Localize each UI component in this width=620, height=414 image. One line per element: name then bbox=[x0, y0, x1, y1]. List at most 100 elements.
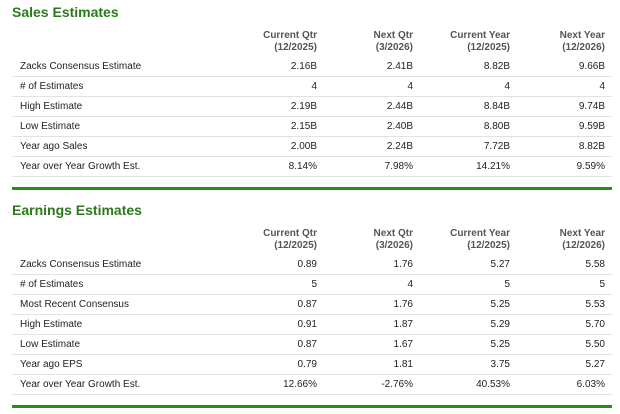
cell-value: 12.66% bbox=[283, 379, 317, 390]
table-row: High Estimate 2.19B 2.44B 8.84B 9.74B bbox=[12, 97, 612, 117]
column-header: Next Qtr (3/2026) bbox=[293, 228, 413, 252]
cell-value: 2.00B bbox=[290, 141, 317, 152]
cell-value: 1.76 bbox=[393, 299, 413, 310]
table-row: Year ago EPS 0.79 1.81 3.75 5.27 bbox=[12, 355, 612, 375]
table-row: Zacks Consensus Estimate 0.89 1.76 5.27 5.58 bbox=[12, 255, 612, 275]
cell-value: 2.40B bbox=[386, 121, 413, 132]
cell-value: 5.50 bbox=[585, 339, 605, 350]
cell-value: 1.67 bbox=[393, 339, 413, 350]
cell-value: 5 bbox=[311, 279, 317, 290]
row-label: Low Estimate bbox=[20, 121, 81, 132]
section-rule bbox=[12, 187, 612, 190]
cell-value: 0.87 bbox=[297, 339, 317, 350]
cell-value: 5.27 bbox=[490, 259, 510, 270]
section-title: Earnings Estimates bbox=[12, 202, 142, 218]
cell-value: 2.41B bbox=[386, 61, 413, 72]
cell-value: 8.80B bbox=[483, 121, 510, 132]
header-period: (12/2026) bbox=[562, 42, 605, 53]
column-header: Next Year (12/2026) bbox=[485, 30, 605, 54]
cell-value: -2.76% bbox=[381, 379, 413, 390]
row-label: Year ago Sales bbox=[20, 141, 88, 152]
cell-value: 4 bbox=[504, 81, 510, 92]
cell-value: 4 bbox=[407, 81, 413, 92]
cell-value: 5.25 bbox=[490, 339, 510, 350]
header-period: (12/2025) bbox=[274, 240, 317, 251]
cell-value: 9.66B bbox=[578, 61, 605, 72]
column-header: Next Year (12/2026) bbox=[485, 228, 605, 252]
row-label: Year over Year Growth Est. bbox=[20, 379, 141, 390]
cell-value: 0.89 bbox=[297, 259, 317, 270]
cell-value: 7.98% bbox=[384, 161, 413, 172]
row-label: High Estimate bbox=[20, 319, 83, 330]
cell-value: 8.82B bbox=[483, 61, 510, 72]
cell-value: 14.21% bbox=[476, 161, 510, 172]
cell-value: 9.59% bbox=[576, 161, 605, 172]
table-row: Zacks Consensus Estimate 2.16B 2.41B 8.82B 9… bbox=[12, 57, 612, 77]
row-label: Year ago EPS bbox=[20, 359, 83, 370]
cell-value: 2.24B bbox=[386, 141, 413, 152]
cell-value: 1.87 bbox=[393, 319, 413, 330]
cell-value: 5.53 bbox=[585, 299, 605, 310]
row-label: Zacks Consensus Estimate bbox=[20, 259, 142, 270]
cell-value: 4 bbox=[311, 81, 317, 92]
header-period: (12/2025) bbox=[467, 240, 510, 251]
cell-value: 0.79 bbox=[297, 359, 317, 370]
column-header: Current Qtr (12/2025) bbox=[197, 30, 317, 54]
row-label: Low Estimate bbox=[20, 339, 81, 350]
row-label: High Estimate bbox=[20, 101, 83, 112]
cell-value: 4 bbox=[599, 81, 605, 92]
cell-value: 6.03% bbox=[576, 379, 605, 390]
column-header: Current Year (12/2025) bbox=[390, 30, 510, 54]
cell-value: 1.76 bbox=[393, 259, 413, 270]
cell-value: 5.27 bbox=[585, 359, 605, 370]
header-name: Next Qtr bbox=[373, 30, 413, 41]
cell-value: 3.75 bbox=[490, 359, 510, 370]
cell-value: 8.14% bbox=[288, 161, 317, 172]
table-row: # of Estimates 4 4 4 4 bbox=[12, 77, 612, 97]
section-title: Sales Estimates bbox=[12, 4, 119, 20]
cell-value: 2.16B bbox=[290, 61, 317, 72]
header-period: (3/2026) bbox=[375, 240, 413, 251]
header-name: Current Year bbox=[450, 30, 510, 41]
table-row: Low Estimate 2.15B 2.40B 8.80B 9.59B bbox=[12, 117, 612, 137]
row-label: Most Recent Consensus bbox=[20, 299, 129, 310]
header-name: Current Qtr bbox=[263, 228, 317, 239]
cell-value: 4 bbox=[407, 279, 413, 290]
header-period: (12/2026) bbox=[562, 240, 605, 251]
cell-value: 2.15B bbox=[290, 121, 317, 132]
header-name: Next Year bbox=[559, 228, 605, 239]
row-label: Year over Year Growth Est. bbox=[20, 161, 141, 172]
table-row: Year over Year Growth Est. 8.14% 7.98% 14.2… bbox=[12, 157, 612, 177]
section-rule bbox=[12, 405, 612, 408]
cell-value: 9.74B bbox=[578, 101, 605, 112]
header-name: Current Year bbox=[450, 228, 510, 239]
cell-value: 40.53% bbox=[476, 379, 510, 390]
cell-value: 5.70 bbox=[585, 319, 605, 330]
header-period: (12/2025) bbox=[467, 42, 510, 53]
header-name: Next Year bbox=[559, 30, 605, 41]
cell-value: 0.91 bbox=[297, 319, 317, 330]
cell-value: 5 bbox=[504, 279, 510, 290]
cell-value: 5.25 bbox=[490, 299, 510, 310]
cell-value: 5.29 bbox=[490, 319, 510, 330]
table-row: Year ago Sales 2.00B 2.24B 7.72B 8.82B bbox=[12, 137, 612, 157]
cell-value: 8.84B bbox=[483, 101, 510, 112]
cell-value: 2.19B bbox=[290, 101, 317, 112]
cell-value: 5.58 bbox=[585, 259, 605, 270]
cell-value: 2.44B bbox=[386, 101, 413, 112]
table-row: Most Recent Consensus 0.87 1.76 5.25 5.53 bbox=[12, 295, 612, 315]
row-label: # of Estimates bbox=[20, 81, 84, 92]
cell-value: 8.82B bbox=[578, 141, 605, 152]
cell-value: 1.81 bbox=[393, 359, 413, 370]
table-row: Low Estimate 0.87 1.67 5.25 5.50 bbox=[12, 335, 612, 355]
table-row: Year over Year Growth Est. 12.66% -2.76% 40… bbox=[12, 375, 612, 395]
header-period: (3/2026) bbox=[375, 42, 413, 53]
row-label: # of Estimates bbox=[20, 279, 84, 290]
row-label: Zacks Consensus Estimate bbox=[20, 61, 142, 72]
cell-value: 9.59B bbox=[578, 121, 605, 132]
column-header: Next Qtr (3/2026) bbox=[293, 30, 413, 54]
cell-value: 0.87 bbox=[297, 299, 317, 310]
header-name: Current Qtr bbox=[263, 30, 317, 41]
cell-value: 5 bbox=[599, 279, 605, 290]
